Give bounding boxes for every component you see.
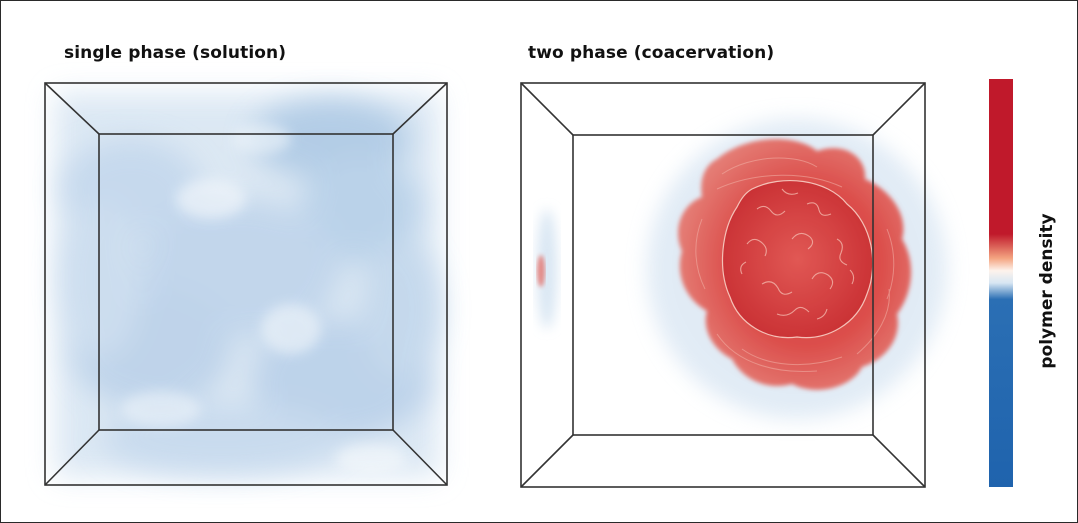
simulation-box-wireframe [44, 82, 448, 486]
colorbar-label-text: polymer density [1037, 213, 1057, 369]
diffuse-density-cloud [55, 93, 441, 477]
coacervate-droplet [678, 139, 912, 390]
two-phase-box [520, 82, 947, 488]
panel-title-two-phase: two phase (coacervation) [528, 43, 775, 63]
simulation-box-wireframe [520, 82, 926, 488]
panel-title-single-phase: single phase (solution) [64, 43, 287, 63]
polymer-density-colorbar [989, 79, 1013, 487]
single-phase-box [44, 82, 448, 486]
